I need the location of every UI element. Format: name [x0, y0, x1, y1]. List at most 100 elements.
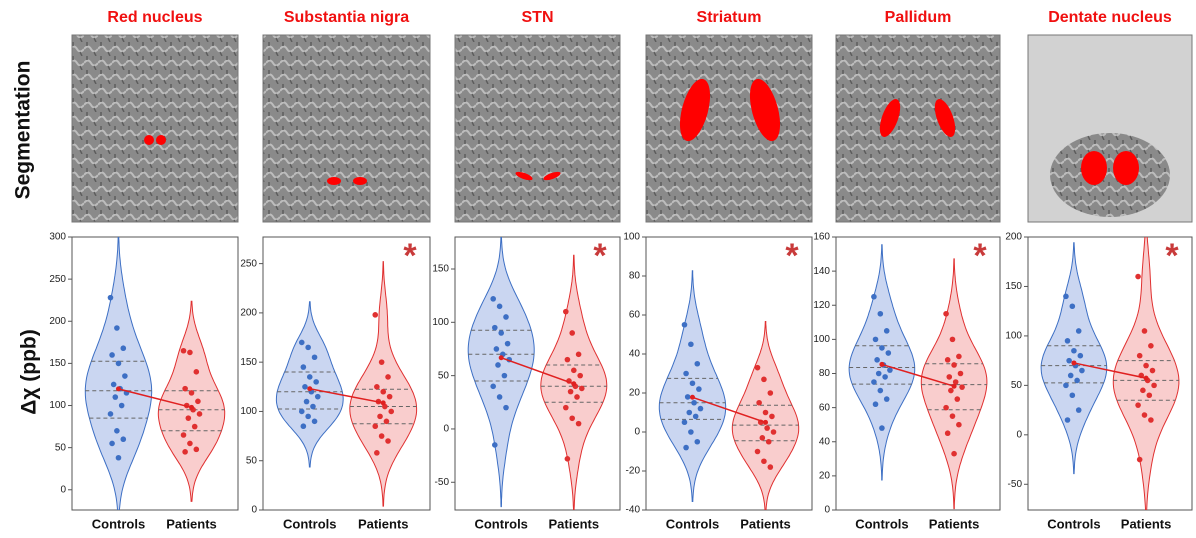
- data-point: [1063, 294, 1069, 300]
- violin: [1041, 243, 1107, 474]
- data-point: [691, 400, 697, 406]
- y-tick-label: 200: [1005, 232, 1022, 243]
- data-point: [1065, 338, 1071, 344]
- data-point: [387, 394, 393, 400]
- y-tick-label: 200: [240, 308, 257, 319]
- data-point: [497, 394, 503, 400]
- data-point: [305, 414, 311, 420]
- data-point: [1070, 392, 1076, 398]
- x-label: Controls: [283, 516, 336, 531]
- significance: *: [593, 237, 607, 275]
- y-tick-label: 120: [813, 300, 830, 311]
- data-point: [951, 451, 957, 457]
- data-point: [194, 369, 200, 375]
- data-point: [694, 439, 700, 445]
- data-point: [768, 390, 774, 396]
- data-point: [385, 374, 391, 380]
- mean-dot: [189, 405, 194, 410]
- data-point: [563, 309, 569, 315]
- data-point: [187, 441, 193, 447]
- data-point: [878, 311, 884, 317]
- significance: *: [403, 237, 417, 275]
- mean-dot: [690, 395, 695, 400]
- y-tick-label: 50: [55, 442, 67, 453]
- data-point: [871, 294, 877, 300]
- data-point: [379, 359, 385, 365]
- x-label: Controls: [666, 516, 719, 531]
- x-label: Patients: [740, 516, 791, 531]
- plot: [659, 271, 798, 513]
- data-point: [1140, 388, 1146, 394]
- x-label: Controls: [474, 516, 527, 531]
- data-point: [874, 357, 880, 363]
- data-point: [108, 295, 114, 301]
- figure: Segmentation Δχ (ppb) Red nucleus0501001…: [0, 0, 1196, 538]
- data-point: [299, 409, 305, 415]
- data-point: [505, 341, 511, 347]
- y-tick-label: 100: [813, 334, 830, 345]
- y-tick-label: 250: [240, 258, 257, 269]
- data-point: [192, 424, 198, 430]
- data-point: [683, 371, 689, 377]
- y-tick-label: 50: [1011, 380, 1023, 391]
- data-point: [951, 362, 957, 368]
- data-point: [302, 384, 308, 390]
- data-point: [879, 345, 885, 351]
- data-point: [305, 345, 311, 351]
- data-point: [1068, 373, 1074, 379]
- data-point: [1076, 407, 1082, 413]
- y-tick-label: 100: [623, 232, 640, 243]
- data-point: [116, 361, 122, 367]
- data-point: [943, 405, 949, 411]
- data-point: [494, 346, 500, 352]
- data-point: [189, 390, 195, 396]
- data-point: [959, 384, 965, 390]
- x-label: Controls: [855, 516, 908, 531]
- violin: [659, 271, 725, 502]
- data-point: [1076, 328, 1082, 334]
- plot: [85, 231, 224, 524]
- data-point: [374, 450, 380, 456]
- data-point: [569, 415, 575, 421]
- y-tick-label: 0: [1016, 429, 1022, 440]
- data-point: [945, 357, 951, 363]
- data-point: [950, 337, 956, 343]
- violin: [85, 231, 151, 524]
- data-point: [503, 405, 509, 411]
- data-point: [563, 405, 569, 411]
- data-point: [1071, 348, 1077, 354]
- data-point: [882, 374, 888, 380]
- data-point: [878, 388, 884, 394]
- y-tick-label: 0: [60, 484, 66, 495]
- data-point: [1142, 412, 1148, 418]
- data-point: [380, 389, 386, 395]
- y-tick-label: 150: [432, 264, 449, 275]
- data-point: [576, 421, 582, 427]
- data-point: [490, 296, 496, 302]
- panel-title: Dentate nucleus: [1048, 9, 1172, 26]
- y-tick-label: 0: [824, 505, 830, 516]
- data-point: [112, 394, 118, 400]
- data-point: [307, 374, 313, 380]
- data-point: [181, 348, 187, 354]
- brain-images: [72, 35, 1192, 222]
- data-point: [310, 404, 316, 410]
- data-point: [1135, 402, 1141, 408]
- data-point: [111, 382, 117, 388]
- data-point: [690, 380, 696, 386]
- data-point: [497, 304, 503, 310]
- data-point: [312, 354, 318, 360]
- y-tick-label: 150: [1005, 281, 1022, 292]
- data-point: [1079, 368, 1085, 374]
- data-point: [304, 399, 310, 405]
- panel-title: Striatum: [697, 9, 762, 26]
- data-point: [943, 311, 949, 317]
- data-point: [1142, 328, 1148, 334]
- data-point: [1070, 303, 1076, 309]
- data-point: [769, 414, 775, 420]
- mean-dot: [571, 381, 576, 386]
- panel-title: Red nucleus: [107, 9, 202, 26]
- data-point: [114, 428, 120, 434]
- data-point: [1074, 378, 1080, 384]
- y-tick-label: 20: [819, 471, 831, 482]
